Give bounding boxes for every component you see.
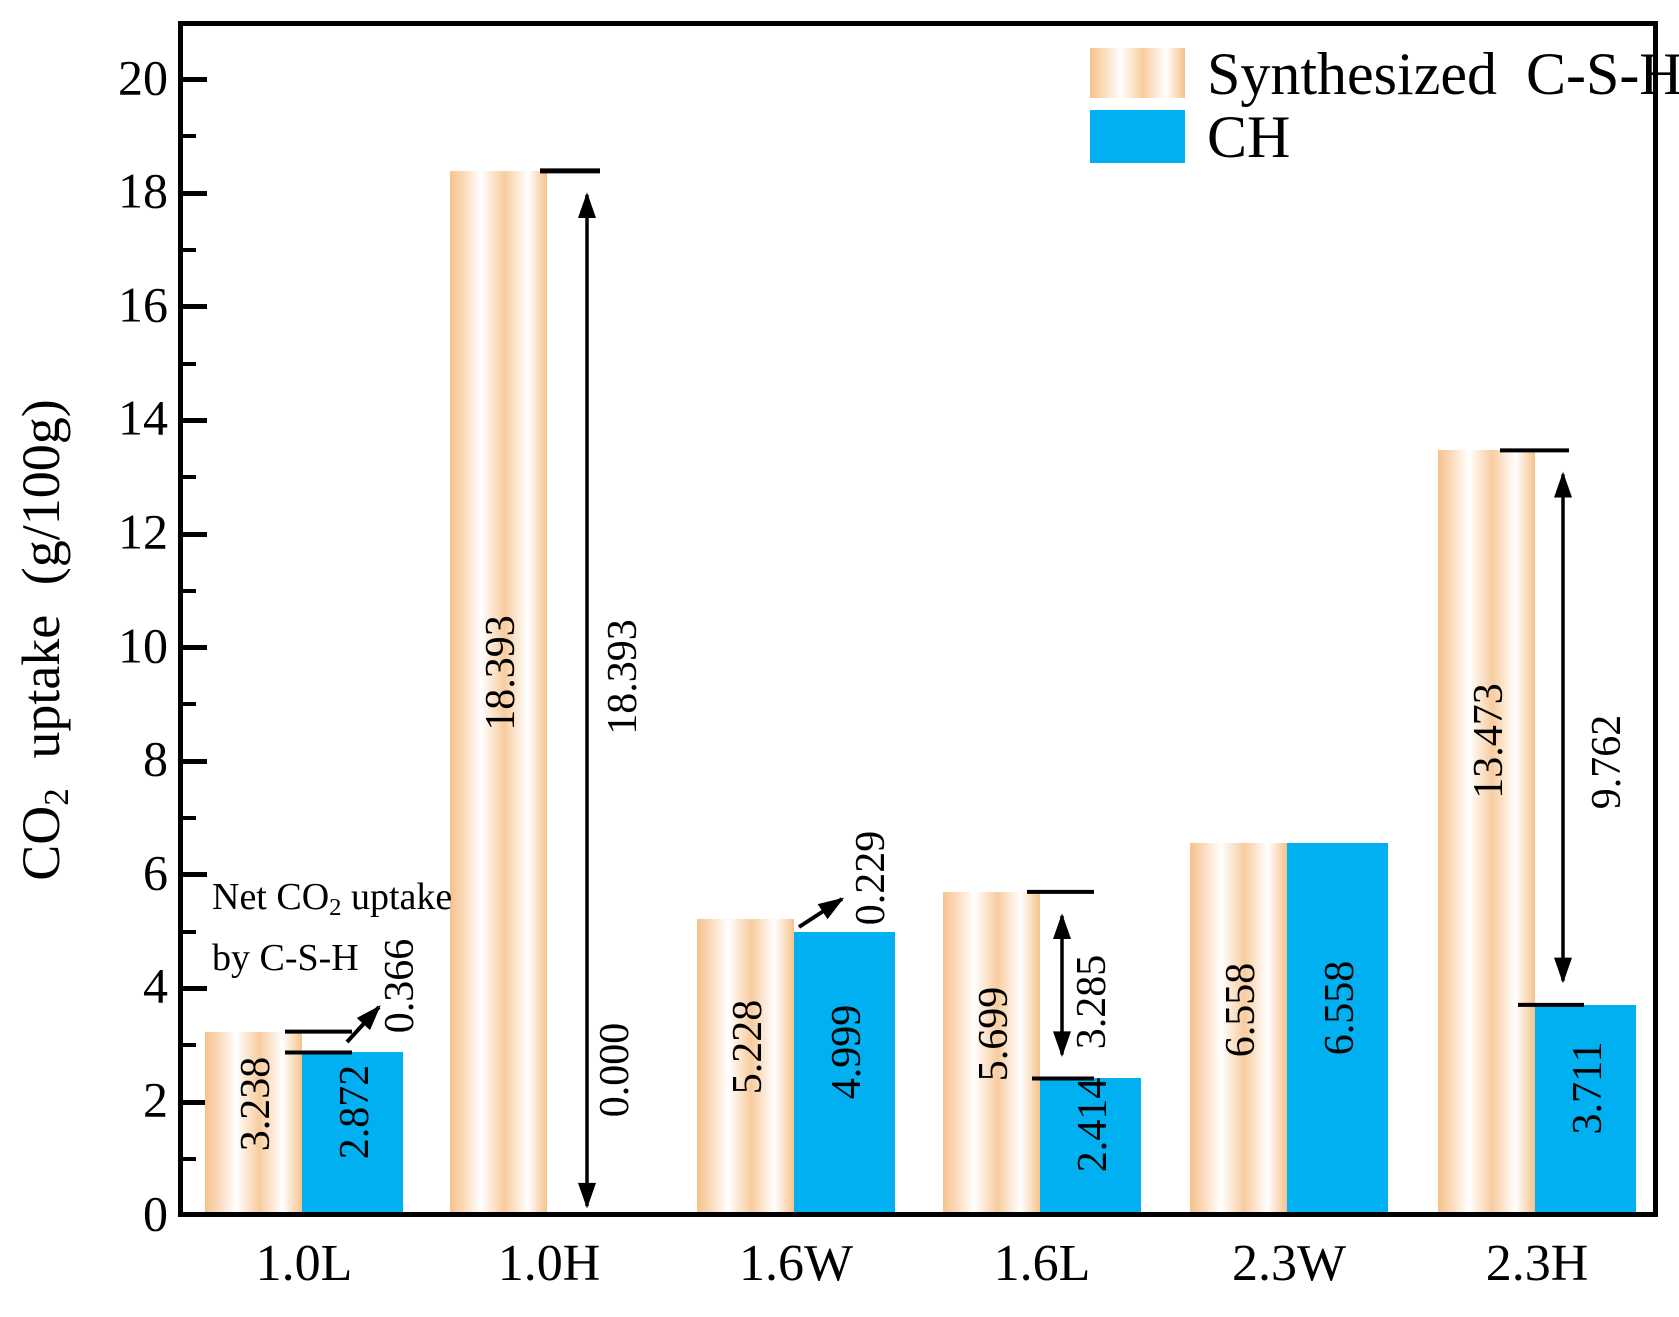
y-major-tick-14 <box>183 417 207 423</box>
x-tick-label-1.0L: 1.0L <box>255 1235 353 1292</box>
y-minor-tick-17 <box>183 248 196 252</box>
value-label-ch-1.6L: 2.414 <box>1069 1077 1116 1173</box>
y-major-tick-16 <box>183 304 207 310</box>
value-label-csh-2.3H: 13.473 <box>1465 683 1512 799</box>
net-uptake-note-line2: by C-S-H <box>212 937 359 980</box>
y-tick-label-8: 8 <box>143 730 168 787</box>
bar-ch-1.0L <box>302 1052 403 1212</box>
value-label-ch-1.6W: 4.999 <box>823 1004 870 1100</box>
x-tick-label-1.6W: 1.6W <box>738 1235 854 1292</box>
y-minor-tick-11 <box>183 588 196 593</box>
bar-ch-2.3H <box>1535 1004 1636 1212</box>
y-major-tick-4 <box>183 985 207 991</box>
y-minor-tick-1 <box>183 1156 196 1161</box>
y-minor-tick-19 <box>183 134 196 139</box>
y-minor-tick-3 <box>183 1043 196 1048</box>
y-tick-label-6: 6 <box>143 844 168 901</box>
y-major-tick-2 <box>183 1099 207 1105</box>
value-label-csh-1.0H: 18.393 <box>477 615 524 732</box>
y-minor-tick-15 <box>183 361 196 366</box>
bar-synthesized-csh-2.3W <box>1190 843 1287 1212</box>
legend-swatch-ch <box>1090 110 1185 163</box>
net-uptake-note: Net CO2 uptake by C-S-H <box>212 872 452 983</box>
x-tick-label-1.0H: 1.0H <box>497 1235 601 1292</box>
bar-ch-1.6W <box>794 931 895 1212</box>
value-label-ch-2.3H: 3.711 <box>1564 1041 1611 1135</box>
bar-synthesized-csh-1.6L <box>943 891 1040 1212</box>
value-label-csh-1.0L: 3.238 <box>232 1056 279 1152</box>
y-minor-tick-7 <box>183 816 196 820</box>
value-label-ch-1.0L: 2.872 <box>331 1064 378 1160</box>
y-minor-tick-13 <box>183 475 196 480</box>
bar-synthesized-csh-1.6W <box>697 918 794 1212</box>
y-major-tick-6 <box>183 872 207 878</box>
value-label-csh-1.6L: 5.699 <box>970 986 1017 1082</box>
y-minor-tick-5 <box>183 929 196 934</box>
y-tick-label-20: 20 <box>118 49 168 106</box>
y-tick-label-12: 12 <box>118 503 168 560</box>
legend-swatch-synthesized-csh <box>1090 48 1185 98</box>
value-label-csh-1.6W: 5.228 <box>724 1000 771 1095</box>
y-tick-label-2: 2 <box>143 1071 168 1128</box>
net-uptake-note-line1: Net CO2 uptake <box>212 876 453 922</box>
x-tick-label-2.3W: 2.3W <box>1231 1235 1347 1292</box>
y-major-tick-20 <box>183 77 207 83</box>
value-label-ch-2.3W: 6.558 <box>1316 960 1363 1055</box>
y-major-tick-12 <box>183 531 207 537</box>
bar-ch-2.3W <box>1287 843 1388 1212</box>
y-major-tick-10 <box>183 645 207 651</box>
bar-ch-1.6L <box>1040 1078 1141 1212</box>
diff-label-1.6L: 3.285 <box>1069 954 1115 1050</box>
y-tick-label-16: 16 <box>118 276 168 333</box>
value-label-csh-2.3W: 6.558 <box>1217 962 1264 1057</box>
y-tick-label-18: 18 <box>118 162 168 219</box>
legend-label-synthesized-csh: Synthesized C-S-H <box>1207 41 1679 107</box>
bar-synthesized-csh-1.0L <box>205 1031 302 1212</box>
legend-label-ch: CH <box>1207 104 1291 170</box>
y-tick-label-4: 4 <box>143 957 168 1014</box>
bar-synthesized-csh-1.0H <box>450 170 547 1212</box>
plot-frame <box>178 21 1658 1217</box>
y-tick-label-10: 10 <box>118 617 168 674</box>
x-tick-label-1.6L: 1.6L <box>993 1235 1091 1292</box>
ch-zero-label-1.0H: 0.000 <box>592 1022 638 1118</box>
x-tick-label-2.3H: 2.3H <box>1485 1235 1589 1292</box>
y-minor-tick-9 <box>183 702 196 707</box>
y-tick-label-0: 0 <box>143 1185 168 1242</box>
y-major-tick-8 <box>183 758 207 764</box>
y-major-tick-18 <box>183 190 207 196</box>
bar-synthesized-csh-2.3H <box>1438 450 1535 1212</box>
y-tick-label-14: 14 <box>118 389 168 446</box>
diff-label-1.6W: 0.229 <box>848 830 894 926</box>
diff-label-1.0H: 18.393 <box>600 619 646 735</box>
diff-label-2.3H: 9.762 <box>1584 714 1630 810</box>
